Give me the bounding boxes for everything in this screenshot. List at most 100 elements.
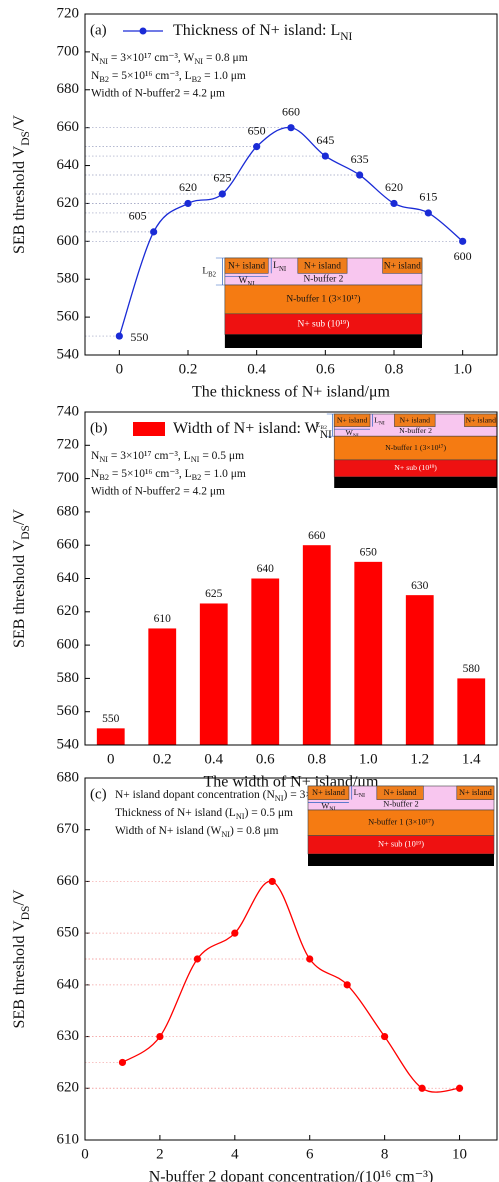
y-tick-label: 620 [57, 603, 80, 619]
text-part: B2 [99, 75, 109, 84]
annotation: Thickness of N+ island (LNI) = 0.5 μm [115, 807, 293, 822]
y-tick-label: 680 [57, 503, 80, 519]
point [184, 199, 192, 208]
y-tick-label: 640 [57, 976, 80, 992]
x-tick-label: 0 [81, 1146, 89, 1162]
text-part: NI [320, 429, 332, 441]
panel-label: (a) [90, 22, 107, 38]
y-tick-label: 700 [57, 470, 80, 486]
buffer1-label: N-buffer 1 (3×10¹⁷) [385, 443, 446, 452]
text-part: DS [20, 131, 32, 146]
x-tick-label: 0.6 [256, 751, 275, 767]
text-part: N [91, 52, 100, 64]
x-tick-label: 0.8 [385, 361, 404, 377]
island [382, 257, 423, 274]
island-label: N+ island [228, 261, 265, 271]
text-part: = 0.5 μm [199, 450, 244, 462]
point [390, 199, 398, 208]
x-axis-title: The thickness of N+ island/μm [192, 384, 391, 401]
text-part: DS [20, 525, 32, 540]
l-b2-label: LB2 [316, 420, 327, 432]
panel-label: (b) [90, 420, 108, 436]
l-ni-label: LNI [354, 788, 366, 799]
island [394, 413, 436, 427]
buffer1-layer [224, 284, 423, 315]
y-tick-label: 650 [57, 925, 80, 941]
text-part: SEB threshold V [11, 920, 28, 1029]
x-tick-label: 1.4 [462, 751, 481, 767]
text-part: = 1.0 μm [201, 70, 246, 82]
text-part: ) = 0.8 μm [230, 825, 278, 837]
bar [96, 728, 125, 745]
value-label: 615 [419, 190, 437, 204]
island [456, 785, 495, 800]
value-label: 550 [102, 713, 120, 725]
point [118, 1058, 127, 1067]
y-tick-label: 700 [57, 43, 80, 59]
value-label: 605 [129, 209, 147, 223]
point [418, 1084, 426, 1092]
l-b2-label: LB2 [202, 267, 216, 279]
bar [302, 545, 331, 745]
point [231, 929, 239, 937]
annotation: NB2 = 5×10¹⁶ cm⁻³, LB2 = 1.0 μm [91, 468, 246, 483]
x-tick-label: 0.6 [316, 361, 335, 377]
text-part: L [202, 267, 208, 277]
text-part: N+ island dopant concentration (N [115, 789, 275, 801]
value-label: 625 [213, 171, 231, 185]
island-label: N+ island [337, 415, 368, 424]
text-part: = 0.8 μm [203, 52, 248, 64]
text-part: /V [11, 509, 28, 525]
value-label: 660 [282, 104, 300, 118]
island [333, 413, 371, 427]
y-tick-label: 620 [57, 195, 80, 211]
text-part: NI [340, 31, 352, 43]
island-label: N+ island [459, 788, 493, 797]
x-tick-label: 0.4 [247, 361, 266, 377]
bar [457, 678, 486, 745]
l-ni-label: LNI [374, 415, 385, 427]
point [455, 1084, 464, 1092]
bar [405, 595, 434, 745]
annotation: NNI = 3×10¹⁷ cm⁻³, WNI = 0.8 μm [91, 52, 248, 67]
l-ni-label: LNI [273, 261, 287, 273]
text-part: L [273, 261, 279, 271]
text-part: ) = 0.5 μm [245, 807, 293, 819]
buffer2-label: N-buffer 2 [303, 273, 343, 284]
plot-frame [84, 13, 498, 356]
y-tick-label: 580 [57, 271, 80, 287]
annotation: Width of N-buffer2 = 4.2 μm [91, 88, 225, 100]
y-tick-label: 670 [57, 821, 80, 837]
x-tick-label: 8 [381, 1146, 389, 1162]
value-label: 650 [248, 123, 266, 137]
x-tick-label: 0.2 [179, 361, 198, 377]
text-part: B2 [192, 473, 202, 482]
y-tick-label: 660 [57, 873, 80, 889]
y-tick-label: 680 [57, 769, 80, 785]
annotation: Width of N-buffer2 = 4.2 μm [91, 486, 225, 498]
y-tick-label: 580 [57, 670, 80, 686]
buffer2-label: N-buffer 2 [383, 800, 418, 809]
sub-label: N+ sub (10¹⁹) [394, 463, 437, 472]
text-part: = 1.0 μm [201, 468, 246, 480]
text-part: N [91, 70, 100, 82]
point [321, 152, 329, 160]
y-tick-label: 610 [57, 1131, 80, 1147]
point [150, 228, 158, 236]
text-part: NI [359, 794, 365, 800]
x-tick-label: 4 [231, 1146, 239, 1162]
x-tick-label: 0 [107, 751, 115, 767]
y-axis-title: SEB threshold VDS/V [11, 115, 32, 254]
x-tick-label: 1.0 [359, 751, 378, 767]
point [218, 190, 226, 198]
text-part: Thickness of N+ island: L [173, 22, 340, 39]
y-tick-label: 600 [57, 233, 80, 249]
y-tick-label: 660 [57, 119, 80, 135]
text-part: NI [191, 455, 200, 464]
x-tick-label: 0.4 [204, 751, 223, 767]
text-part: B2 [99, 473, 109, 482]
buffer1-layer [307, 809, 495, 836]
text-part: DS [20, 906, 32, 921]
point [306, 955, 314, 963]
text-part: NI [279, 266, 287, 273]
